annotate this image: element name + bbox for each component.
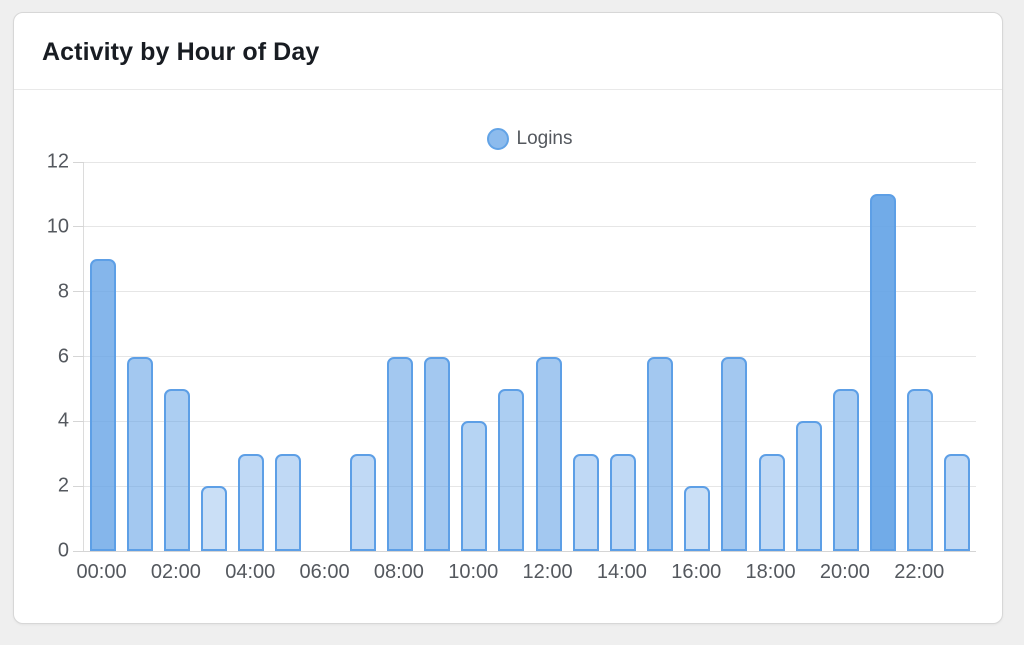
x-tick-label-18:00: 18:00: [745, 561, 796, 583]
plot-area: 0 2 4 6 8 10 12: [47, 151, 976, 562]
bar-05:00[interactable]: [275, 453, 302, 551]
bar-09:00[interactable]: [424, 356, 451, 551]
y-tick-mark: [73, 291, 84, 293]
x-tick-label-14:00: 14:00: [596, 561, 647, 583]
x-tick-label-06:00: 06:00: [299, 561, 350, 583]
chart: Logins 0 2 4 6 8 10 12 00:00 02:00 04:00 06:00 08:…: [14, 90, 1002, 592]
bar-01:00[interactable]: [126, 356, 153, 551]
y-tick-label-10: 10: [46, 215, 69, 238]
y-tick-label-2: 2: [57, 474, 69, 497]
bar-18:00[interactable]: [758, 453, 785, 551]
y-tick-mark: [73, 161, 84, 163]
bar-14:00[interactable]: [609, 453, 636, 551]
bar-16:00[interactable]: [684, 486, 711, 551]
y-tick-label-4: 4: [57, 409, 69, 432]
bar-20:00[interactable]: [832, 388, 859, 551]
x-tick-label-22:00: 22:00: [894, 561, 945, 583]
y-tick-mark: [73, 485, 84, 487]
legend-item-logins[interactable]: Logins: [486, 128, 573, 150]
y-tick-mark: [73, 356, 84, 357]
y-tick-label-8: 8: [57, 280, 69, 303]
x-tick-label-16:00: 16:00: [671, 561, 722, 583]
x-tick-label-12:00: 12:00: [522, 561, 573, 583]
gridline-y-6: [84, 356, 976, 357]
bar-22:00[interactable]: [907, 388, 934, 551]
y-tick-mark: [73, 420, 84, 422]
bar-00:00[interactable]: [89, 259, 116, 551]
card-header: Activity by Hour of Day: [14, 13, 1002, 90]
bar-17:00[interactable]: [721, 356, 748, 551]
x-tick-label-08:00: 08:00: [373, 561, 424, 583]
card-title: Activity by Hour of Day: [42, 38, 320, 66]
gridline-y-4: [84, 420, 976, 422]
activity-card: Activity by Hour of Day Logins 0 2 4 6 8 10 12…: [13, 12, 1003, 624]
x-tick-label-10:00: 10:00: [448, 561, 499, 583]
legend-swatch-icon: [486, 128, 509, 150]
bar-23:00[interactable]: [944, 453, 971, 551]
bar-13:00[interactable]: [572, 453, 599, 551]
x-tick-label-00:00: 00:00: [76, 561, 127, 583]
bar-02:00[interactable]: [163, 388, 190, 551]
x-tick-label-02:00: 02:00: [150, 561, 201, 583]
bar-12:00[interactable]: [535, 356, 562, 551]
x-tick-label-04:00: 04:00: [225, 561, 276, 583]
y-tick-mark: [73, 550, 84, 552]
bar-03:00[interactable]: [201, 486, 228, 551]
gridline-y-12: [84, 161, 976, 163]
bar-10:00[interactable]: [461, 421, 488, 551]
gridline-y-10: [84, 226, 976, 228]
bar-19:00[interactable]: [795, 421, 822, 551]
legend-label: Logins: [516, 128, 573, 149]
y-tick-label-0: 0: [57, 539, 69, 562]
x-tick-label-20:00: 20:00: [819, 561, 870, 583]
bar-15:00[interactable]: [647, 356, 674, 551]
y-tick-label-6: 6: [57, 345, 69, 367]
legend: Logins: [83, 128, 976, 150]
gridline-y-2: [84, 485, 976, 487]
y-tick-label-12: 12: [46, 150, 69, 173]
bar-21:00[interactable]: [870, 194, 897, 551]
y-tick-mark: [73, 226, 84, 228]
gridline-y-8: [84, 291, 976, 293]
bar-07:00[interactable]: [349, 453, 376, 551]
bar-11:00[interactable]: [498, 388, 525, 551]
bar-04:00[interactable]: [238, 453, 265, 551]
bar-08:00[interactable]: [386, 356, 413, 551]
x-axis: 00:00 02:00 04:00 06:00 08:00 10:00 12:00 14:00…: [77, 552, 976, 592]
